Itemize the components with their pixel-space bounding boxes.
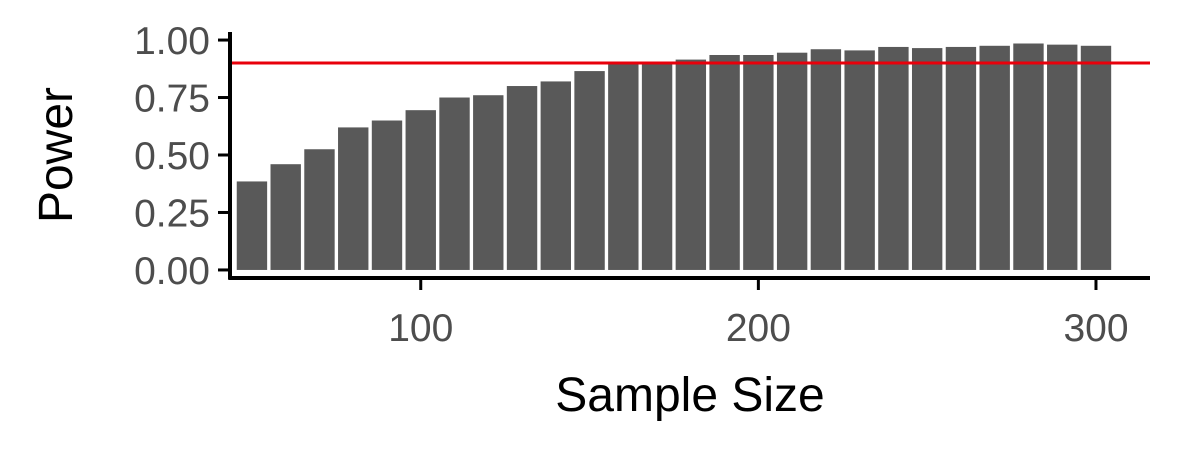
bar	[574, 71, 605, 270]
y-tick-label: 0.00	[134, 250, 210, 293]
bar	[236, 181, 268, 270]
x-axis-label: Sample Size	[555, 369, 824, 422]
bar	[641, 61, 673, 270]
bar	[945, 46, 977, 270]
bar	[608, 63, 639, 270]
bar	[338, 127, 369, 270]
bar	[776, 52, 808, 270]
bar	[878, 46, 909, 270]
bar	[304, 149, 335, 270]
y-tick-label: 0.75	[134, 78, 210, 121]
bar	[709, 54, 740, 270]
bars-layer	[236, 43, 1112, 270]
bar	[473, 95, 504, 270]
bar	[1013, 43, 1044, 270]
bar	[270, 164, 301, 270]
bar	[506, 86, 538, 270]
x-ticks-layer: 100 200 300	[388, 278, 1129, 350]
bar	[675, 59, 707, 270]
x-tick-label: 300	[1063, 307, 1128, 350]
bar	[810, 49, 842, 270]
bar	[371, 120, 403, 270]
bar	[540, 81, 571, 270]
bar	[439, 97, 470, 270]
bar	[1047, 44, 1078, 270]
y-ticks-layer: 0.00 0.25 0.50 0.75 1.00	[134, 20, 230, 293]
bar	[911, 48, 943, 270]
y-tick-label: 0.50	[134, 135, 210, 178]
y-tick-label: 1.00	[134, 20, 210, 63]
y-axis-label: Power	[30, 87, 83, 223]
x-tick-label: 100	[388, 307, 453, 350]
x-tick-label: 200	[726, 307, 791, 350]
bar	[405, 110, 436, 270]
bar	[844, 50, 875, 270]
y-tick-label: 0.25	[134, 192, 210, 235]
bar	[1080, 45, 1112, 270]
bar	[743, 54, 774, 270]
bar	[979, 45, 1010, 270]
